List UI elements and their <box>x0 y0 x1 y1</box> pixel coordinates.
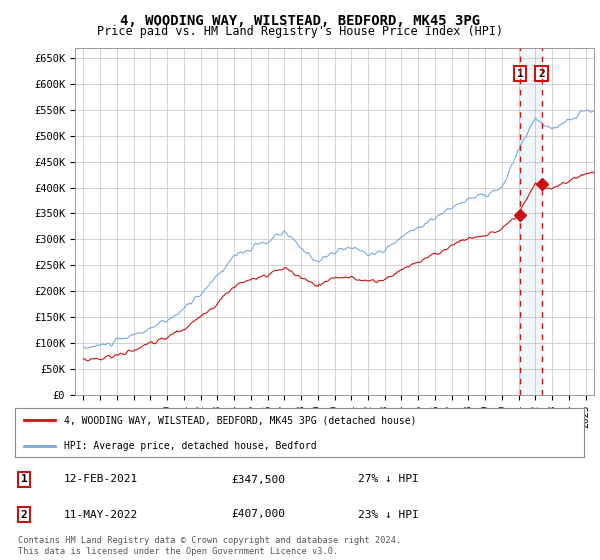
Bar <box>520 48 542 395</box>
Text: Price paid vs. HM Land Registry's House Price Index (HPI): Price paid vs. HM Land Registry's House … <box>97 25 503 38</box>
Text: £407,000: £407,000 <box>231 510 285 520</box>
Text: 1: 1 <box>20 474 28 484</box>
Text: Contains HM Land Registry data © Crown copyright and database right 2024.
This d: Contains HM Land Registry data © Crown c… <box>18 536 401 556</box>
Text: 27% ↓ HPI: 27% ↓ HPI <box>358 474 418 484</box>
Text: 4, WOODING WAY, WILSTEAD, BEDFORD, MK45 3PG (detached house): 4, WOODING WAY, WILSTEAD, BEDFORD, MK45 … <box>64 416 416 426</box>
Text: 1: 1 <box>517 68 523 78</box>
Text: 2: 2 <box>20 510 28 520</box>
Text: 11-MAY-2022: 11-MAY-2022 <box>64 510 138 520</box>
FancyBboxPatch shape <box>15 408 584 457</box>
Text: 2: 2 <box>538 68 545 78</box>
Text: 12-FEB-2021: 12-FEB-2021 <box>64 474 138 484</box>
Text: HPI: Average price, detached house, Bedford: HPI: Average price, detached house, Bedf… <box>64 441 316 451</box>
Text: 4, WOODING WAY, WILSTEAD, BEDFORD, MK45 3PG: 4, WOODING WAY, WILSTEAD, BEDFORD, MK45 … <box>120 14 480 28</box>
Text: £347,500: £347,500 <box>231 474 285 484</box>
Text: 23% ↓ HPI: 23% ↓ HPI <box>358 510 418 520</box>
